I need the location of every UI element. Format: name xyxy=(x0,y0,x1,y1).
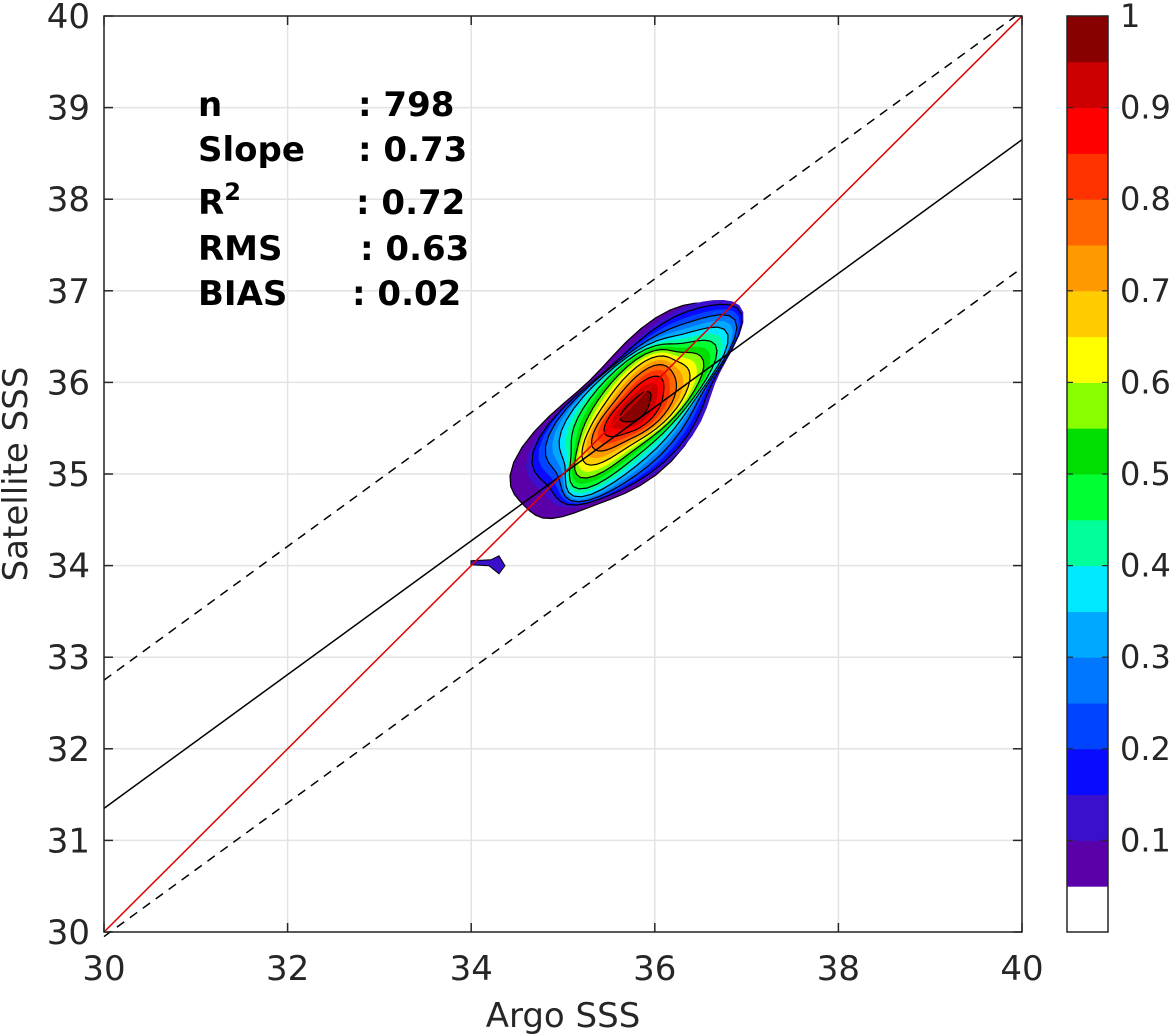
colorbar-segment xyxy=(1067,382,1108,429)
x-tick-label: 40 xyxy=(1000,949,1043,989)
x-tick-label: 30 xyxy=(82,949,125,989)
stat-value-n: : 798 xyxy=(358,85,454,125)
colorbar-segment xyxy=(1067,840,1108,887)
axis-ticks: 30 32 34 36 38 40 30 31 32 33 34 35 36 37 38 39 40 xyxy=(47,0,1044,989)
colorbar-segment xyxy=(1067,428,1108,475)
y-tick-label: 33 xyxy=(47,638,90,678)
colorbar-tick-label: 0.2 xyxy=(1120,730,1171,768)
colorbar-segment xyxy=(1067,107,1108,154)
stat-label-slope: Slope xyxy=(198,130,305,170)
colorbar-segment xyxy=(1067,199,1108,246)
stat-value-bias: : 0.02 xyxy=(352,274,461,314)
colorbar-segment xyxy=(1067,565,1108,612)
y-tick-label: 37 xyxy=(47,272,90,312)
colorbar-tick-label: 0.5 xyxy=(1120,455,1171,493)
fit-lines xyxy=(103,10,1023,938)
contour-level-0.95 xyxy=(619,390,652,423)
stat-label-n: n xyxy=(198,85,222,125)
contour-isolated-blob xyxy=(470,555,506,575)
colorbar-segment xyxy=(1067,703,1108,750)
upper-bound-line xyxy=(103,10,1023,681)
colorbar-segment xyxy=(1067,794,1108,841)
colorbar-segment xyxy=(1067,290,1108,338)
y-tick-label: 34 xyxy=(47,547,90,587)
stats-box: n : 798 Slope : 0.73 R2 : 0.72 RMS : 0.63 BIAS : … xyxy=(198,85,469,314)
colorbar-segment xyxy=(1067,245,1108,292)
stat-value-r: : 0.72 xyxy=(356,183,465,223)
y-tick-label: 30 xyxy=(47,913,90,953)
colorbar-segment xyxy=(1067,153,1108,200)
colorbar-tick-label: 0.8 xyxy=(1120,180,1171,218)
stat-label-r: R2 xyxy=(198,178,241,223)
x-tick-label: 34 xyxy=(450,949,493,989)
colorbar-segment xyxy=(1067,474,1108,521)
colorbar-tick-label: 0.1 xyxy=(1120,821,1171,859)
colorbar-tick-label: 0.4 xyxy=(1120,547,1171,585)
stat-value-rms: : 0.63 xyxy=(360,229,469,269)
colorbar: 0.1 0.2 0.3 0.4 0.5 0.6 0.7 0.8 0.9 1 xyxy=(1066,0,1171,933)
colorbar-segment xyxy=(1067,657,1108,704)
colorbar-segment xyxy=(1067,16,1108,63)
y-tick-label: 36 xyxy=(47,363,90,403)
y-tick-label: 35 xyxy=(47,455,90,495)
y-tick-label: 32 xyxy=(47,730,90,770)
colorbar-tick-label: 0.9 xyxy=(1120,89,1171,127)
one-to-one-line xyxy=(103,15,1023,933)
colorbar-segment xyxy=(1067,748,1108,796)
colorbar-tick-label: 1 xyxy=(1120,0,1140,35)
x-tick-label: 32 xyxy=(266,949,309,989)
colorbar-segment xyxy=(1067,519,1108,567)
y-axis-label: Satellite SSS xyxy=(0,367,36,582)
y-tick-label: 40 xyxy=(47,0,90,37)
x-tick-label: 38 xyxy=(817,949,860,989)
y-tick-label: 38 xyxy=(47,180,90,220)
stat-label-bias: BIAS xyxy=(198,274,287,314)
colorbar-segment xyxy=(1067,336,1108,383)
stat-label-rms: RMS xyxy=(198,229,283,269)
y-tick-label: 31 xyxy=(47,821,90,861)
colorbar-segment xyxy=(1067,61,1108,109)
x-tick-label: 36 xyxy=(633,949,676,989)
colorbar-tick-label: 0.7 xyxy=(1120,272,1171,310)
colorbar-tick-label: 0.6 xyxy=(1120,363,1171,401)
colorbar-segment xyxy=(1067,611,1108,658)
colorbar-segment xyxy=(1067,886,1108,933)
density-contours xyxy=(470,300,744,575)
stat-value-slope: : 0.73 xyxy=(358,130,467,170)
lower-bound-line xyxy=(103,267,1023,938)
colorbar-tick-label: 0.3 xyxy=(1120,638,1171,676)
y-tick-label: 39 xyxy=(47,89,90,129)
x-axis-label: Argo SSS xyxy=(486,996,641,1035)
